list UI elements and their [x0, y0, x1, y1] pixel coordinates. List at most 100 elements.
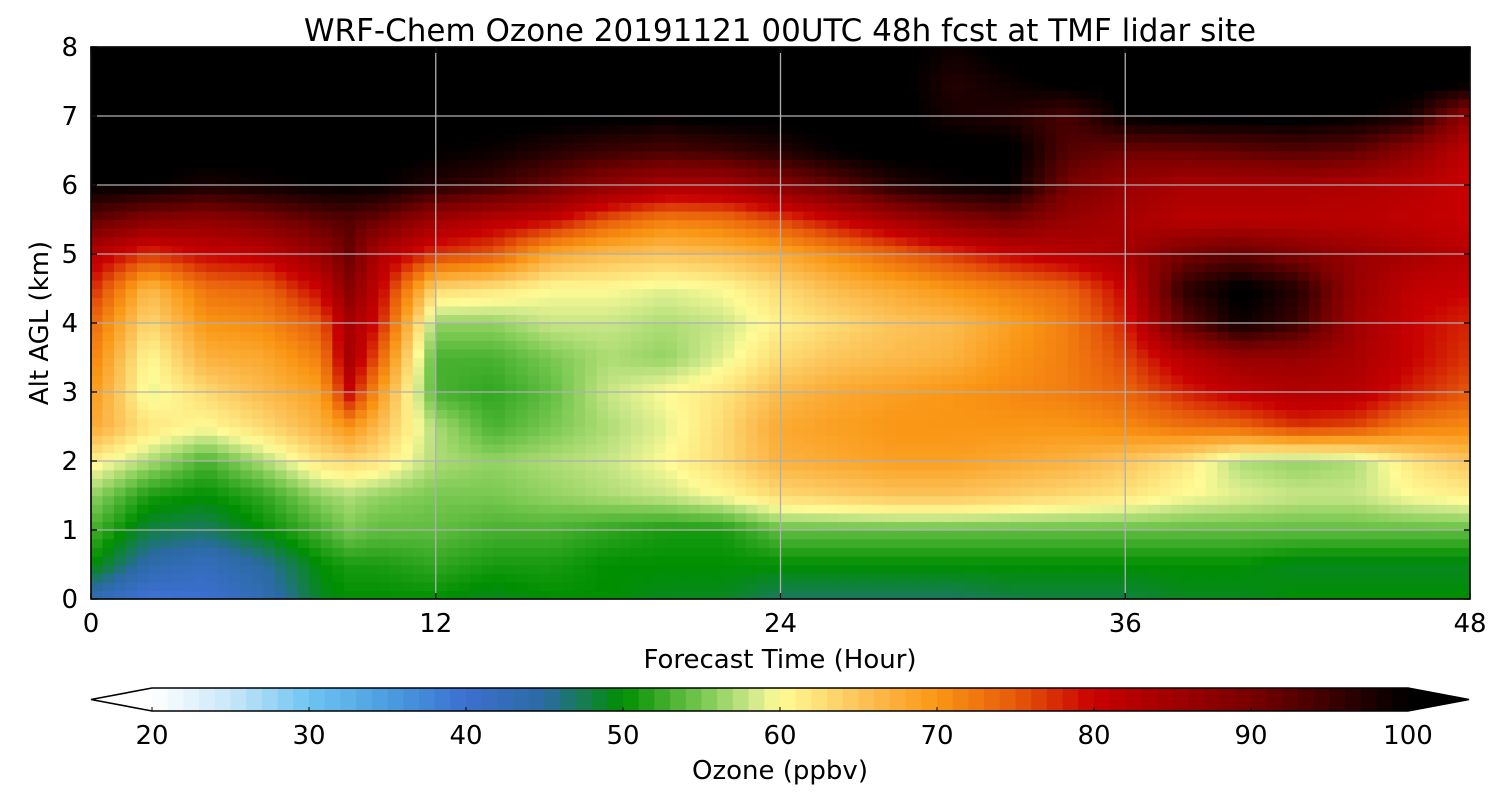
heatmap-cell	[837, 210, 851, 221]
heatmap-cell	[91, 176, 104, 186]
heatmap-cell	[309, 236, 322, 247]
heatmap-cell	[573, 383, 586, 393]
heatmap-cell	[217, 159, 230, 169]
heatmap-cell	[746, 159, 759, 169]
heatmap-cell	[539, 133, 552, 143]
heatmap-cell	[343, 64, 357, 74]
heatmap-cell	[746, 486, 759, 497]
heatmap-cell	[780, 469, 793, 479]
heatmap-cell	[872, 538, 885, 548]
heatmap-cell	[389, 124, 402, 134]
heatmap-cell	[826, 573, 839, 583]
heatmap-cell	[389, 573, 402, 583]
heatmap-cell	[573, 262, 586, 272]
heatmap-cell	[883, 150, 897, 160]
heatmap-cell	[746, 461, 759, 471]
heatmap-cell	[251, 305, 265, 316]
heatmap-cell	[837, 254, 851, 264]
heatmap-cell	[228, 435, 242, 445]
heatmap-cell	[837, 383, 851, 393]
heatmap-cell	[952, 141, 966, 152]
heatmap-cell	[504, 555, 517, 566]
heatmap-cell	[504, 590, 517, 599]
heatmap-cell	[251, 461, 265, 471]
heatmap-cell	[366, 564, 379, 574]
heatmap-cell	[125, 547, 138, 557]
heatmap-cell	[194, 564, 207, 574]
heatmap-cell	[757, 133, 770, 143]
heatmap-cell	[527, 141, 540, 152]
heatmap-cell	[975, 547, 989, 557]
heatmap-cell	[734, 47, 747, 57]
heatmap-cell	[860, 435, 874, 445]
heatmap-cell	[447, 590, 460, 599]
heatmap-cell	[263, 219, 276, 229]
heatmap-cell	[711, 176, 724, 186]
heatmap-cell	[389, 279, 402, 290]
heatmap-cell	[504, 383, 517, 393]
heatmap-cell	[493, 271, 506, 281]
heatmap-cell	[791, 435, 805, 445]
heatmap-cell	[769, 426, 782, 436]
heatmap-cell	[286, 193, 299, 203]
heatmap-cell	[539, 279, 552, 290]
heatmap-cell	[814, 90, 828, 100]
heatmap-cell	[562, 409, 575, 419]
heatmap-cell	[481, 469, 494, 479]
heatmap-cell	[700, 590, 713, 599]
heatmap-cell	[964, 245, 977, 255]
heatmap-cell	[631, 357, 644, 367]
heatmap-cell	[918, 271, 931, 281]
heatmap-cell	[320, 107, 334, 117]
heatmap-cell	[481, 478, 494, 488]
heatmap-cell	[711, 374, 724, 385]
heatmap-cell	[700, 383, 713, 393]
heatmap-cell	[757, 107, 770, 117]
heatmap-cell	[746, 417, 759, 428]
heatmap-cell	[906, 366, 920, 376]
heatmap-cell	[447, 116, 460, 126]
heatmap-cell	[424, 124, 437, 134]
heatmap-cell	[837, 573, 851, 583]
heatmap-cell	[780, 538, 793, 548]
heatmap-cell	[309, 124, 322, 134]
heatmap-cell	[251, 185, 265, 195]
heatmap-cell	[113, 340, 127, 350]
heatmap-cell	[274, 443, 288, 454]
heatmap-cell	[700, 400, 713, 410]
heatmap-cell	[860, 167, 874, 178]
heatmap-cell	[458, 228, 471, 238]
heatmap-cell	[527, 219, 540, 229]
heatmap-cell	[527, 357, 540, 367]
heatmap-cell	[780, 400, 793, 410]
heatmap-cell	[378, 297, 391, 307]
heatmap-cell	[504, 512, 517, 523]
heatmap-cell	[677, 210, 690, 221]
heatmap-cell	[608, 314, 621, 324]
heatmap-cell	[125, 590, 138, 599]
heatmap-cell	[642, 228, 655, 238]
heatmap-cell	[746, 55, 759, 65]
heatmap-cell	[447, 193, 460, 203]
heatmap-cell	[217, 228, 230, 238]
heatmap-cell	[585, 357, 598, 367]
heatmap-cell	[757, 495, 770, 505]
heatmap-cell	[182, 400, 196, 410]
heatmap-cell	[481, 590, 494, 599]
heatmap-cell	[585, 98, 598, 109]
heatmap-cell	[550, 279, 563, 290]
heatmap-cell	[125, 236, 138, 247]
heatmap-cell	[286, 461, 299, 471]
heatmap-cell	[263, 202, 276, 212]
heatmap-cell	[608, 486, 621, 497]
heatmap-cell	[814, 193, 828, 203]
heatmap-cell	[263, 288, 276, 298]
heatmap-cell	[125, 486, 138, 497]
heatmap-cell	[952, 288, 966, 298]
heatmap-cell	[401, 219, 414, 229]
heatmap-cell	[539, 538, 552, 548]
heatmap-cell	[596, 573, 609, 583]
heatmap-cell	[860, 107, 874, 117]
heatmap-cell	[677, 417, 690, 428]
heatmap-cell	[136, 478, 150, 488]
